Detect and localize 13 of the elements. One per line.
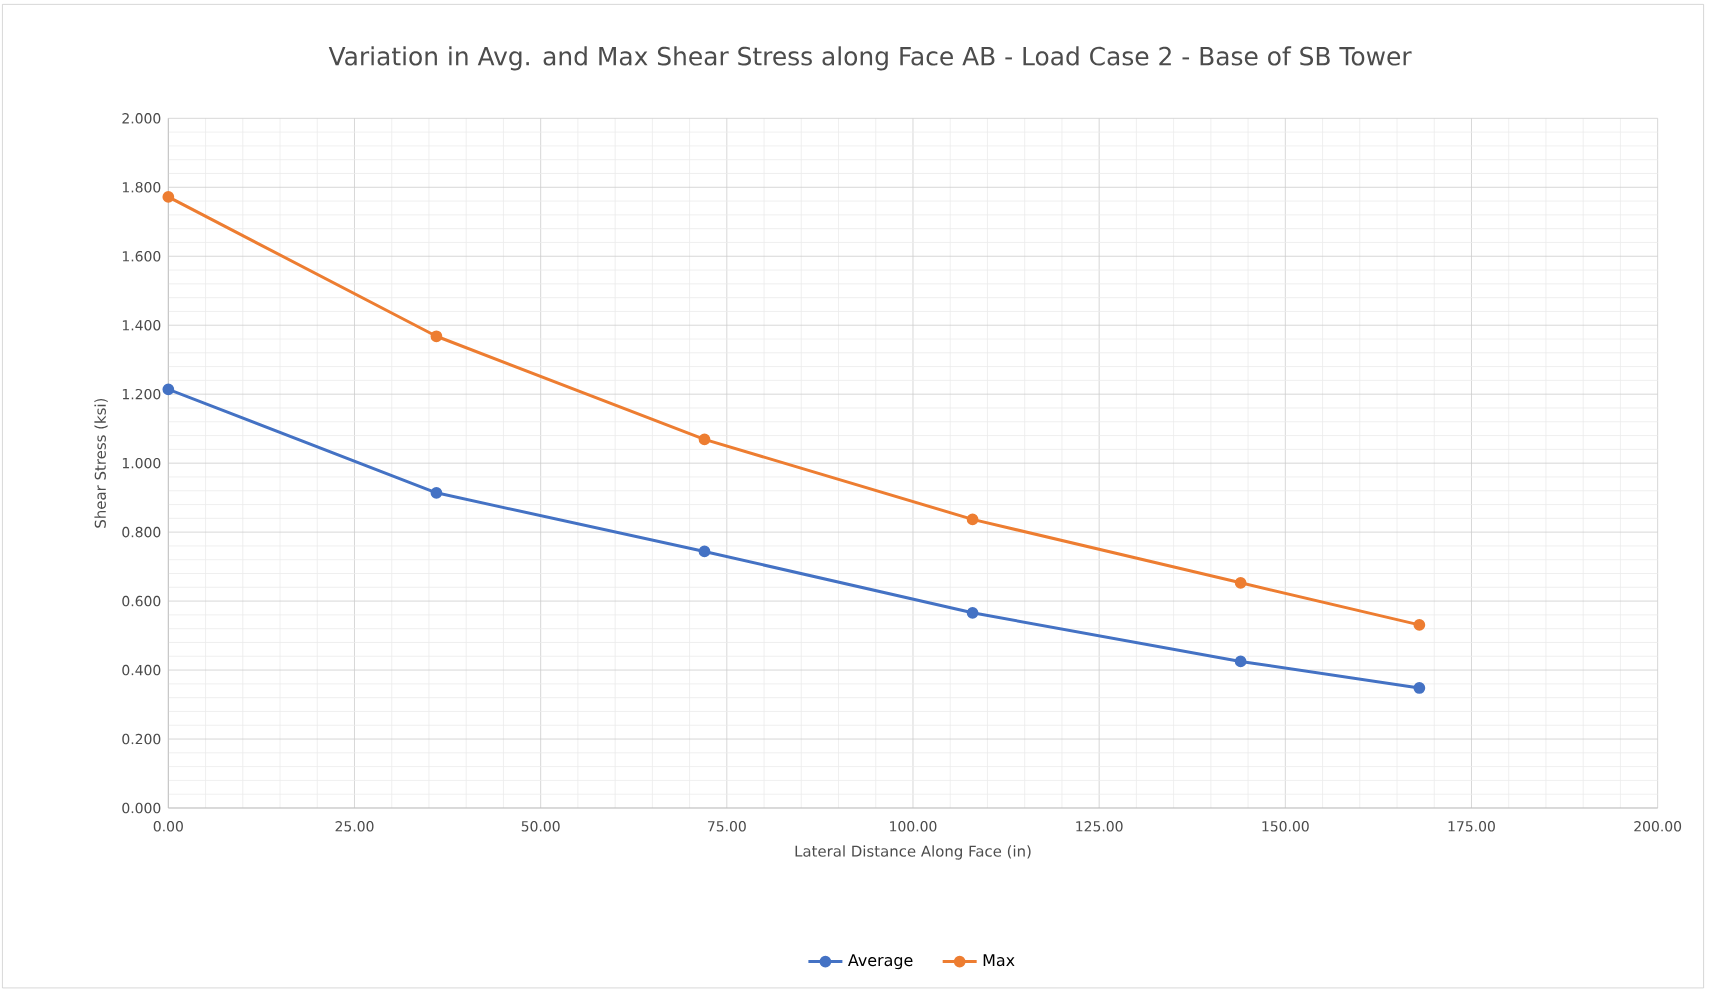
point bbox=[1234, 576, 1247, 589]
point bbox=[966, 606, 979, 619]
point bbox=[966, 513, 979, 526]
point bbox=[430, 486, 443, 499]
point bbox=[162, 190, 175, 203]
point bbox=[1413, 618, 1426, 631]
point bbox=[430, 330, 443, 342]
point bbox=[1234, 655, 1247, 668]
point bbox=[698, 433, 711, 446]
point bbox=[698, 545, 711, 558]
point bbox=[1413, 681, 1426, 694]
chart-title: Variation in Avg. and Max Shear Stress along Face AB - Load Case 2 - Base of SB Tower bbox=[328, 46, 1412, 71]
point bbox=[162, 383, 175, 396]
